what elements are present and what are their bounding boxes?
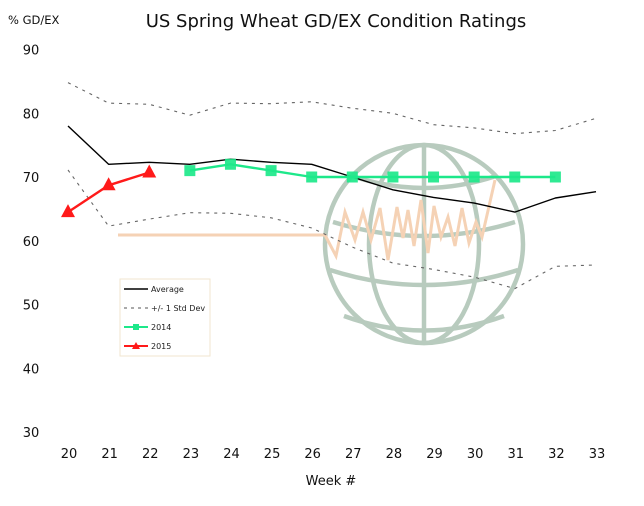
- legend-2015-label: 2015: [151, 342, 171, 351]
- legend-stddev-label: +/- 1 Std Dev: [151, 304, 205, 313]
- data-point-2014: [428, 172, 439, 183]
- data-point-2015: [61, 204, 75, 217]
- data-point-2015: [142, 165, 156, 178]
- x-tick-label: 23: [183, 447, 200, 462]
- legend-2014-label: 2014: [151, 323, 171, 332]
- legend: Average +/- 1 Std Dev 2014 2015: [120, 279, 210, 356]
- y-tick-label: 30: [23, 426, 40, 441]
- x-axis-label: Week #: [306, 474, 357, 489]
- series-line-1-std-dev: [68, 83, 596, 134]
- chart-title: US Spring Wheat GD/EX Condition Ratings: [146, 11, 527, 32]
- x-tick-label: 29: [426, 447, 443, 462]
- x-tick-label: 24: [223, 447, 240, 462]
- y-tick-labels: 30 40 50 60 70 80 90: [23, 44, 40, 442]
- data-point-2014: [347, 172, 358, 183]
- x-tick-label: 28: [386, 447, 403, 462]
- y-axis-label: % GD/EX: [8, 13, 59, 27]
- data-point-2014: [509, 172, 520, 183]
- x-tick-label: 30: [467, 447, 484, 462]
- x-tick-label: 27: [345, 447, 362, 462]
- x-tick-label: 31: [507, 447, 524, 462]
- data-point-2014: [387, 172, 398, 183]
- series-layer: [61, 83, 596, 289]
- y-tick-label: 80: [23, 107, 40, 122]
- data-point-2014: [306, 172, 317, 183]
- x-tick-label: 21: [101, 447, 118, 462]
- x-tick-label: 25: [264, 447, 281, 462]
- data-point-2014: [225, 159, 236, 170]
- x-tick-label: 33: [589, 447, 606, 462]
- y-tick-label: 70: [23, 171, 40, 186]
- x-tick-label: 22: [142, 447, 159, 462]
- legend-average-label: Average: [151, 285, 184, 294]
- data-point-2014: [550, 172, 561, 183]
- x-tick-label: 26: [304, 447, 321, 462]
- y-tick-label: 40: [23, 362, 40, 377]
- data-point-2014: [266, 165, 277, 176]
- watermark-wave: [118, 180, 495, 260]
- y-tick-label: 90: [23, 44, 40, 59]
- data-point-2014: [184, 165, 195, 176]
- y-tick-label: 60: [23, 235, 40, 250]
- y-tick-label: 50: [23, 299, 40, 314]
- x-tick-label: 32: [548, 447, 565, 462]
- x-tick-label: 20: [61, 447, 78, 462]
- x-tick-labels: 20 21 22 23 24 25 26 27 28 29 30 31 32 33: [61, 447, 606, 462]
- data-point-2014: [469, 172, 480, 183]
- series-line-2014: [190, 164, 556, 177]
- legend-2014-marker: [133, 324, 139, 330]
